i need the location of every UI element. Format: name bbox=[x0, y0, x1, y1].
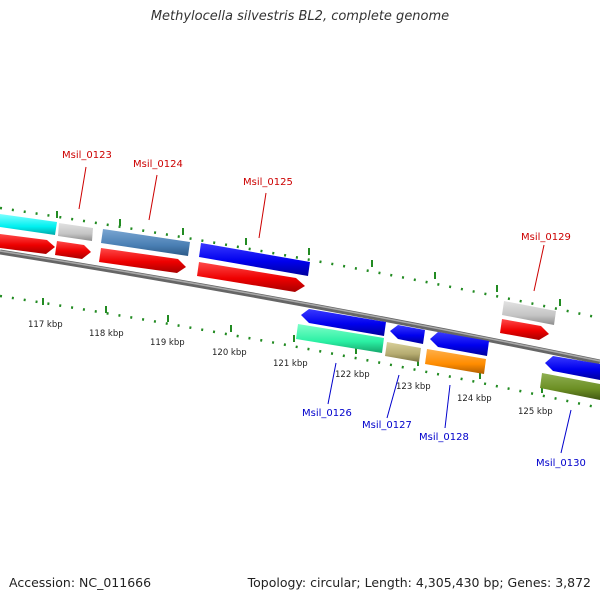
gene-label-group: Msil_0130 bbox=[536, 409, 586, 469]
outer-tick-ring bbox=[0, 206, 600, 320]
feature-gray bbox=[58, 223, 93, 241]
tick-label: 120 kbp bbox=[212, 348, 247, 358]
map-title: Methylocella silvestris BL2, complete ge… bbox=[150, 9, 450, 24]
feature-orange bbox=[425, 349, 486, 374]
tick-label: 122 kbp bbox=[335, 370, 370, 380]
tick-label: 118 kbp bbox=[89, 329, 124, 339]
cds-arrow-reverse bbox=[390, 325, 425, 344]
gene-label-msil-0127[interactable]: Msil_0127 bbox=[362, 420, 412, 431]
cds-arrow-forward bbox=[0, 234, 55, 254]
feature-olive bbox=[540, 373, 600, 400]
cds-arrow-forward bbox=[99, 248, 186, 273]
accession-text: Accession: NC_011666 bbox=[9, 575, 152, 590]
tick-label: 119 kbp bbox=[150, 338, 185, 348]
gene-label-msil-0123[interactable]: Msil_0123 bbox=[62, 150, 112, 161]
genome-summary-text: Topology: circular; Length: 4,305,430 bp… bbox=[247, 575, 591, 590]
cds-arrow-forward bbox=[55, 241, 91, 259]
gene-label-group: Msil_0127 bbox=[362, 374, 412, 431]
feature-cyan bbox=[0, 214, 57, 235]
cds-arrow-reverse bbox=[301, 309, 386, 336]
genome-backbone-highlight bbox=[0, 250, 600, 362]
cds-arrow-reverse bbox=[545, 356, 600, 380]
cds-arrow-reverse bbox=[430, 332, 489, 356]
feature-khaki bbox=[385, 342, 421, 362]
tick-label: 123 kbp bbox=[396, 382, 431, 392]
genome-backbone bbox=[0, 249, 600, 365]
gene-label-msil-0125[interactable]: Msil_0125 bbox=[243, 177, 293, 188]
gene-label-msil-0124[interactable]: Msil_0124 bbox=[133, 159, 183, 170]
feature-mint bbox=[296, 324, 384, 353]
gene-label-group: Msil_0129 bbox=[521, 232, 571, 292]
feature-blue bbox=[199, 243, 310, 276]
feature-gray-2 bbox=[502, 301, 556, 325]
gene-label-group: Msil_0128 bbox=[419, 384, 469, 443]
gene-label-msil-0130[interactable]: Msil_0130 bbox=[536, 458, 586, 469]
cds-arrow-forward bbox=[197, 262, 305, 292]
gene-label-group: Msil_0126 bbox=[302, 362, 352, 419]
gene-label-msil-0128[interactable]: Msil_0128 bbox=[419, 432, 469, 443]
cds-arrow-forward bbox=[500, 319, 549, 340]
gene-label-group: Msil_0123 bbox=[62, 150, 112, 210]
outer-major-ticks bbox=[56, 211, 561, 306]
feature-steel bbox=[101, 229, 190, 256]
tick-label: 117 kbp bbox=[28, 320, 63, 330]
tick-label: 125 kbp bbox=[518, 407, 553, 417]
inner-tick-ring bbox=[0, 294, 600, 410]
tick-label: 124 kbp bbox=[457, 394, 492, 404]
gene-label-msil-0129[interactable]: Msil_0129 bbox=[521, 232, 571, 243]
gene-label-group: Msil_0125 bbox=[243, 177, 293, 239]
gene-label-group: Msil_0124 bbox=[133, 159, 183, 221]
tick-label: 121 kbp bbox=[273, 359, 308, 369]
gene-label-msil-0126[interactable]: Msil_0126 bbox=[302, 408, 352, 419]
